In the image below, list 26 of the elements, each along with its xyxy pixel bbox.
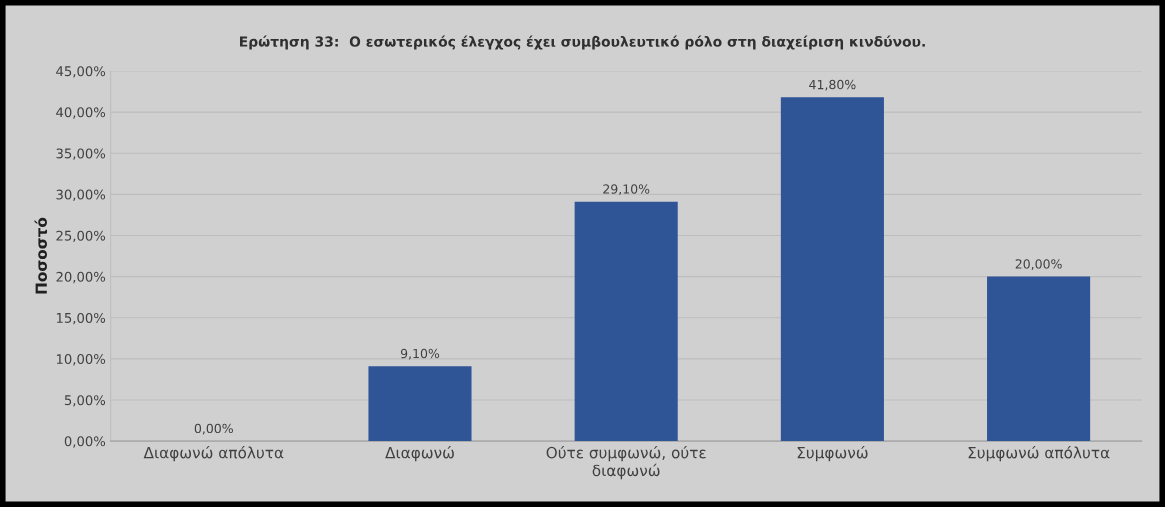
- data-label: 20,00%: [1015, 259, 1062, 270]
- chart-title: Ερώτηση 33: Ο εσωτερικός έλεγχος έχει συμβουλευτικό ρόλο στη διαχείριση κινδύνου.: [240, 35, 925, 50]
- bar: [987, 276, 1091, 442]
- y-tick-label: 0,00%: [64, 436, 106, 448]
- y-tick-label: 25,00%: [56, 230, 106, 243]
- x-tick-label: Διαφωνώ: [385, 445, 454, 462]
- y-tick-label: 40,00%: [56, 107, 106, 119]
- x-tick-label: Συμφωνώ: [797, 445, 868, 462]
- y-tick-label: 30,00%: [56, 189, 106, 201]
- bar: [780, 97, 884, 442]
- bar: [368, 366, 472, 442]
- data-label: 29,10%: [603, 184, 650, 196]
- y-tick-label: 15,00%: [56, 312, 106, 325]
- y-tick-label: 5,00%: [64, 395, 106, 407]
- x-tick-label: Διαφωνώ απόλυτα: [143, 445, 284, 462]
- y-tick-label: 35,00%: [56, 148, 106, 160]
- x-tick-label: Συμφωνώ απόλυτα: [968, 445, 1110, 462]
- y-tick-label: 45,00%: [56, 66, 106, 78]
- y-axis-title: Ποσοστό: [34, 217, 48, 294]
- y-tick-label: 20,00%: [56, 271, 106, 284]
- bar: [574, 201, 678, 442]
- data-label: 0,00%: [194, 423, 233, 435]
- data-label: 9,10%: [400, 348, 440, 360]
- x-tick-label: Ούτε συμφωνώ, ούτε διαφωνώ: [546, 445, 706, 480]
- data-label: 41,80%: [809, 79, 856, 91]
- y-tick-label: 10,00%: [56, 354, 106, 366]
